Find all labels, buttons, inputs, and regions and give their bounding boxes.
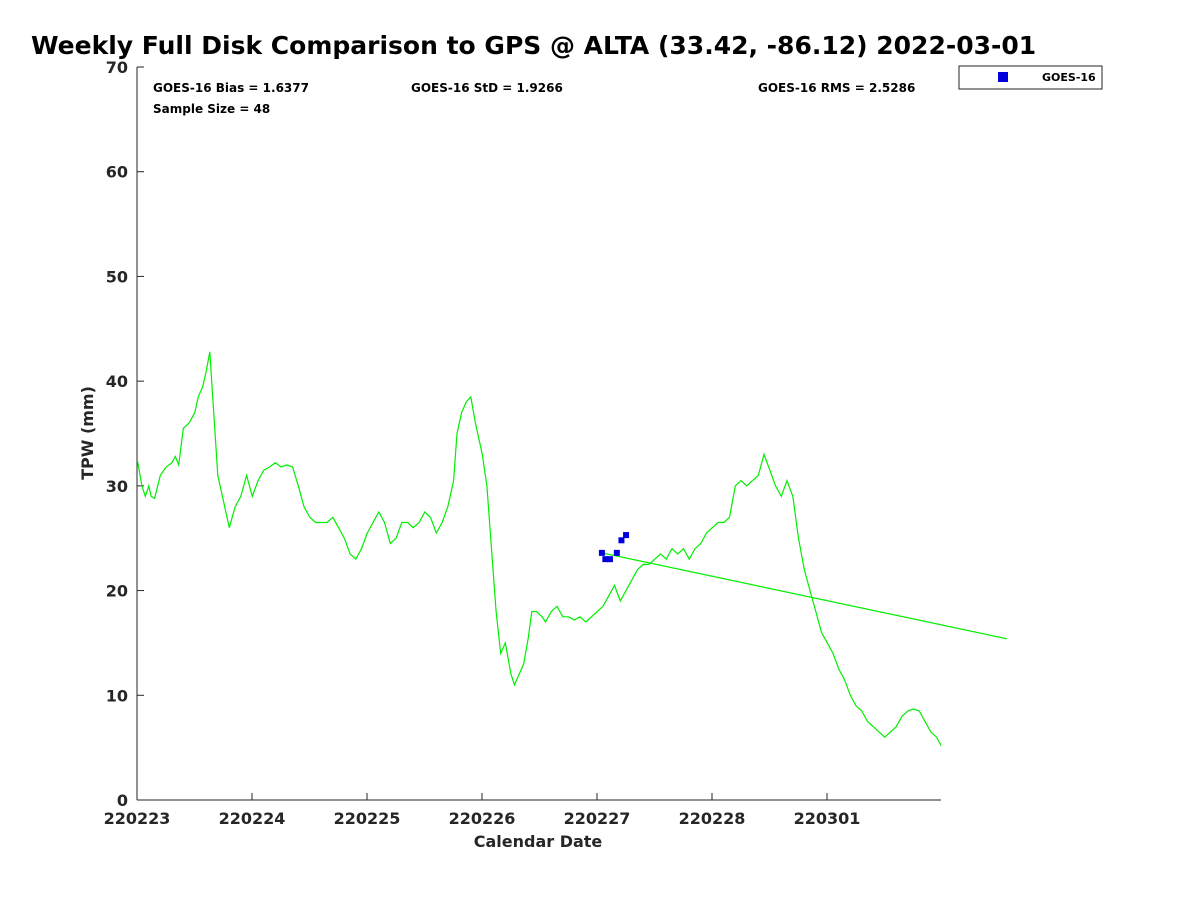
y-tick-label: 20 [106,582,128,601]
goes16-point [623,532,630,539]
series-layer [137,351,1007,747]
x-ticks: 220223 220224 220225 220226 220227 220228 2203… [104,793,861,828]
goes16-point [613,549,620,556]
goes16-point [602,556,609,563]
legend: GOES-16 [958,65,1103,90]
stat-sample-size: Sample Size = 48 [153,102,270,116]
y-ticks: 0 10 20 30 40 50 60 70 [106,58,144,810]
gap-line [601,552,1007,640]
x-tick-label: 220224 [219,809,286,828]
x-tick-label: 220301 [794,809,861,828]
y-tick-label: 60 [106,163,128,182]
stat-std: GOES-16 StD = 1.9266 [411,81,563,95]
y-tick-label: 30 [106,477,128,496]
legend-box [958,65,1103,90]
y-axis-label: TPW (mm) [78,386,97,480]
y-tick-label: 0 [117,791,128,810]
y-tick-label: 40 [106,372,128,391]
plot-area [136,67,941,801]
stat-rms: GOES-16 RMS = 2.5286 [758,81,915,95]
goes16-point [598,549,605,556]
gps-line [137,351,941,747]
x-axis-label: Calendar Date [474,832,603,851]
x-tick-label: 220227 [564,809,631,828]
x-tick-label: 220223 [104,809,171,828]
goes16-point [618,537,625,544]
y-tick-label: 70 [106,58,128,77]
y-tick-label: 50 [106,267,128,286]
y-tick-label: 10 [106,686,128,705]
legend-label-goes16: GOES-16 [1042,71,1096,84]
stat-bias: GOES-16 Bias = 1.6377 [153,81,309,95]
x-tick-label: 220226 [449,809,516,828]
x-tick-label: 220228 [679,809,746,828]
chart-title: Weekly Full Disk Comparison to GPS @ ALT… [31,31,1036,60]
x-tick-label: 220225 [334,809,401,828]
legend-marker-goes16 [998,72,1008,82]
goes16-point [606,556,613,563]
